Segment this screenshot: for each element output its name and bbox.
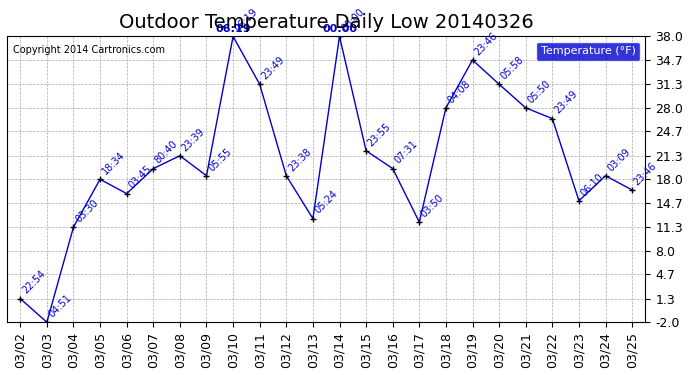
- Text: 23:38: 23:38: [286, 146, 313, 173]
- Text: 23:55: 23:55: [366, 121, 393, 148]
- Title: Outdoor Temperature Daily Low 20140326: Outdoor Temperature Daily Low 20140326: [119, 13, 533, 32]
- Text: 05:50: 05:50: [526, 78, 553, 105]
- Text: 05:58: 05:58: [499, 55, 526, 81]
- Text: 22:54: 22:54: [20, 269, 47, 296]
- Text: 05:55: 05:55: [206, 146, 233, 173]
- Text: 23:39: 23:39: [180, 126, 206, 153]
- Text: 07:31: 07:31: [393, 139, 420, 166]
- Text: 04:08: 04:08: [446, 78, 473, 105]
- Text: 06:10: 06:10: [579, 171, 606, 198]
- Text: 04:51: 04:51: [47, 292, 74, 320]
- Text: 23:49: 23:49: [552, 89, 579, 116]
- Text: 23:46: 23:46: [473, 30, 499, 57]
- Text: 23:49: 23:49: [259, 55, 286, 81]
- Text: 06:19: 06:19: [215, 24, 251, 34]
- Text: 00:00: 00:00: [339, 7, 366, 34]
- Text: 03:09: 03:09: [605, 146, 632, 173]
- Text: Copyright 2014 Cartronics.com: Copyright 2014 Cartronics.com: [13, 45, 166, 55]
- Legend: Temperature (°F): Temperature (°F): [536, 42, 640, 61]
- Text: 18:34: 18:34: [100, 150, 127, 177]
- Text: 23:46: 23:46: [632, 160, 659, 187]
- Text: 80:40: 80:40: [153, 139, 180, 166]
- Text: 05:24: 05:24: [313, 189, 339, 216]
- Text: 00:00: 00:00: [322, 24, 357, 34]
- Text: 03:30: 03:30: [73, 198, 100, 224]
- Text: 03:45: 03:45: [126, 164, 153, 191]
- Text: 06:19: 06:19: [233, 7, 259, 34]
- Text: 03:50: 03:50: [420, 193, 446, 219]
